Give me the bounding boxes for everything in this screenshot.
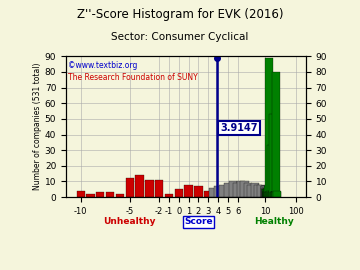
Bar xyxy=(267,146,275,197)
Bar xyxy=(214,186,222,197)
Bar xyxy=(209,188,217,197)
Text: Healthy: Healthy xyxy=(254,217,293,227)
Bar xyxy=(264,191,272,197)
Bar xyxy=(265,193,274,197)
Bar xyxy=(263,189,271,197)
Y-axis label: Number of companies (531 total): Number of companies (531 total) xyxy=(33,63,42,190)
Bar xyxy=(165,194,173,197)
Bar xyxy=(271,193,279,197)
Text: The Research Foundation of SUNY: The Research Foundation of SUNY xyxy=(68,73,198,82)
Bar xyxy=(261,186,269,197)
Bar xyxy=(272,72,280,197)
Bar xyxy=(264,191,272,197)
Bar xyxy=(263,193,271,197)
Bar xyxy=(270,193,278,197)
Bar xyxy=(240,181,249,197)
Bar xyxy=(224,183,232,197)
Bar xyxy=(264,186,273,197)
Bar xyxy=(184,185,193,197)
Bar xyxy=(204,191,212,197)
Bar xyxy=(254,185,262,197)
Bar xyxy=(261,188,270,197)
Bar xyxy=(270,114,278,197)
Bar xyxy=(263,191,271,197)
Bar xyxy=(244,183,252,197)
Text: 3.9147: 3.9147 xyxy=(220,123,258,133)
Text: Sector: Consumer Cyclical: Sector: Consumer Cyclical xyxy=(111,32,249,42)
Bar xyxy=(251,183,259,197)
Bar xyxy=(262,188,270,197)
Bar xyxy=(270,193,279,197)
Bar xyxy=(269,193,277,197)
Bar xyxy=(155,180,163,197)
Bar xyxy=(262,188,270,197)
Text: Score: Score xyxy=(184,217,213,227)
Bar xyxy=(262,189,271,197)
Bar xyxy=(86,194,95,197)
Bar xyxy=(145,180,153,197)
Bar xyxy=(261,186,270,197)
Bar xyxy=(219,185,227,197)
Bar xyxy=(106,193,114,197)
Text: Unhealthy: Unhealthy xyxy=(103,217,156,227)
Bar xyxy=(271,193,280,197)
Bar xyxy=(266,191,275,197)
Bar xyxy=(265,193,273,197)
Bar xyxy=(247,185,256,197)
Text: ©www.textbiz.org: ©www.textbiz.org xyxy=(68,60,138,69)
Bar xyxy=(237,181,245,197)
Bar xyxy=(269,193,278,197)
Bar xyxy=(268,193,276,197)
Bar xyxy=(257,185,266,197)
Bar xyxy=(175,189,183,197)
Bar xyxy=(229,181,237,197)
Bar xyxy=(270,193,279,197)
Bar xyxy=(263,189,272,197)
Bar xyxy=(265,58,273,197)
Bar xyxy=(77,191,85,197)
Bar xyxy=(273,191,281,197)
Bar xyxy=(266,193,274,197)
Text: Z''-Score Histogram for EVK (2016): Z''-Score Histogram for EVK (2016) xyxy=(77,8,283,21)
Bar xyxy=(269,193,277,197)
Bar xyxy=(264,189,272,197)
Bar xyxy=(267,193,275,197)
Bar xyxy=(135,175,144,197)
Bar xyxy=(233,183,242,197)
Bar xyxy=(262,189,271,197)
Bar xyxy=(268,191,276,197)
Bar xyxy=(266,193,274,197)
Bar xyxy=(262,189,270,197)
Bar xyxy=(261,186,269,197)
Bar xyxy=(116,194,124,197)
Bar xyxy=(267,191,276,197)
Bar xyxy=(194,186,203,197)
Bar xyxy=(272,193,280,197)
Bar xyxy=(264,188,272,197)
Bar xyxy=(126,178,134,197)
Bar xyxy=(271,193,280,197)
Bar xyxy=(263,191,271,197)
Bar xyxy=(96,193,104,197)
Bar xyxy=(262,186,270,197)
Bar xyxy=(264,193,273,197)
